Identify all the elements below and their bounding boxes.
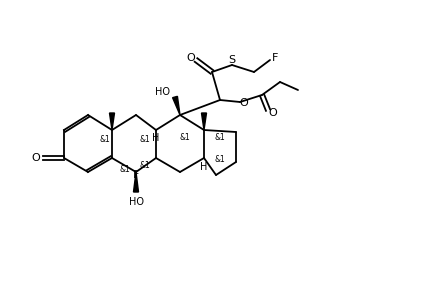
Text: O: O xyxy=(186,53,195,63)
Text: &1: &1 xyxy=(140,136,150,145)
Text: &1: &1 xyxy=(99,136,110,145)
Text: &1: &1 xyxy=(215,155,225,164)
Text: O: O xyxy=(32,153,41,163)
Text: &1: &1 xyxy=(215,134,225,143)
Text: HO: HO xyxy=(155,87,170,97)
Text: F: F xyxy=(133,170,139,180)
Text: O: O xyxy=(268,108,277,118)
Text: &1: &1 xyxy=(120,166,130,175)
Polygon shape xyxy=(173,96,180,115)
Text: H: H xyxy=(153,133,160,143)
Polygon shape xyxy=(202,113,206,130)
Text: O: O xyxy=(240,98,248,108)
Text: &1: &1 xyxy=(140,161,150,169)
Text: &1: &1 xyxy=(180,134,190,143)
Polygon shape xyxy=(110,113,115,130)
Polygon shape xyxy=(133,172,139,192)
Text: F: F xyxy=(272,53,278,63)
Text: H: H xyxy=(200,162,208,172)
Text: HO: HO xyxy=(128,197,144,207)
Text: S: S xyxy=(228,55,235,65)
